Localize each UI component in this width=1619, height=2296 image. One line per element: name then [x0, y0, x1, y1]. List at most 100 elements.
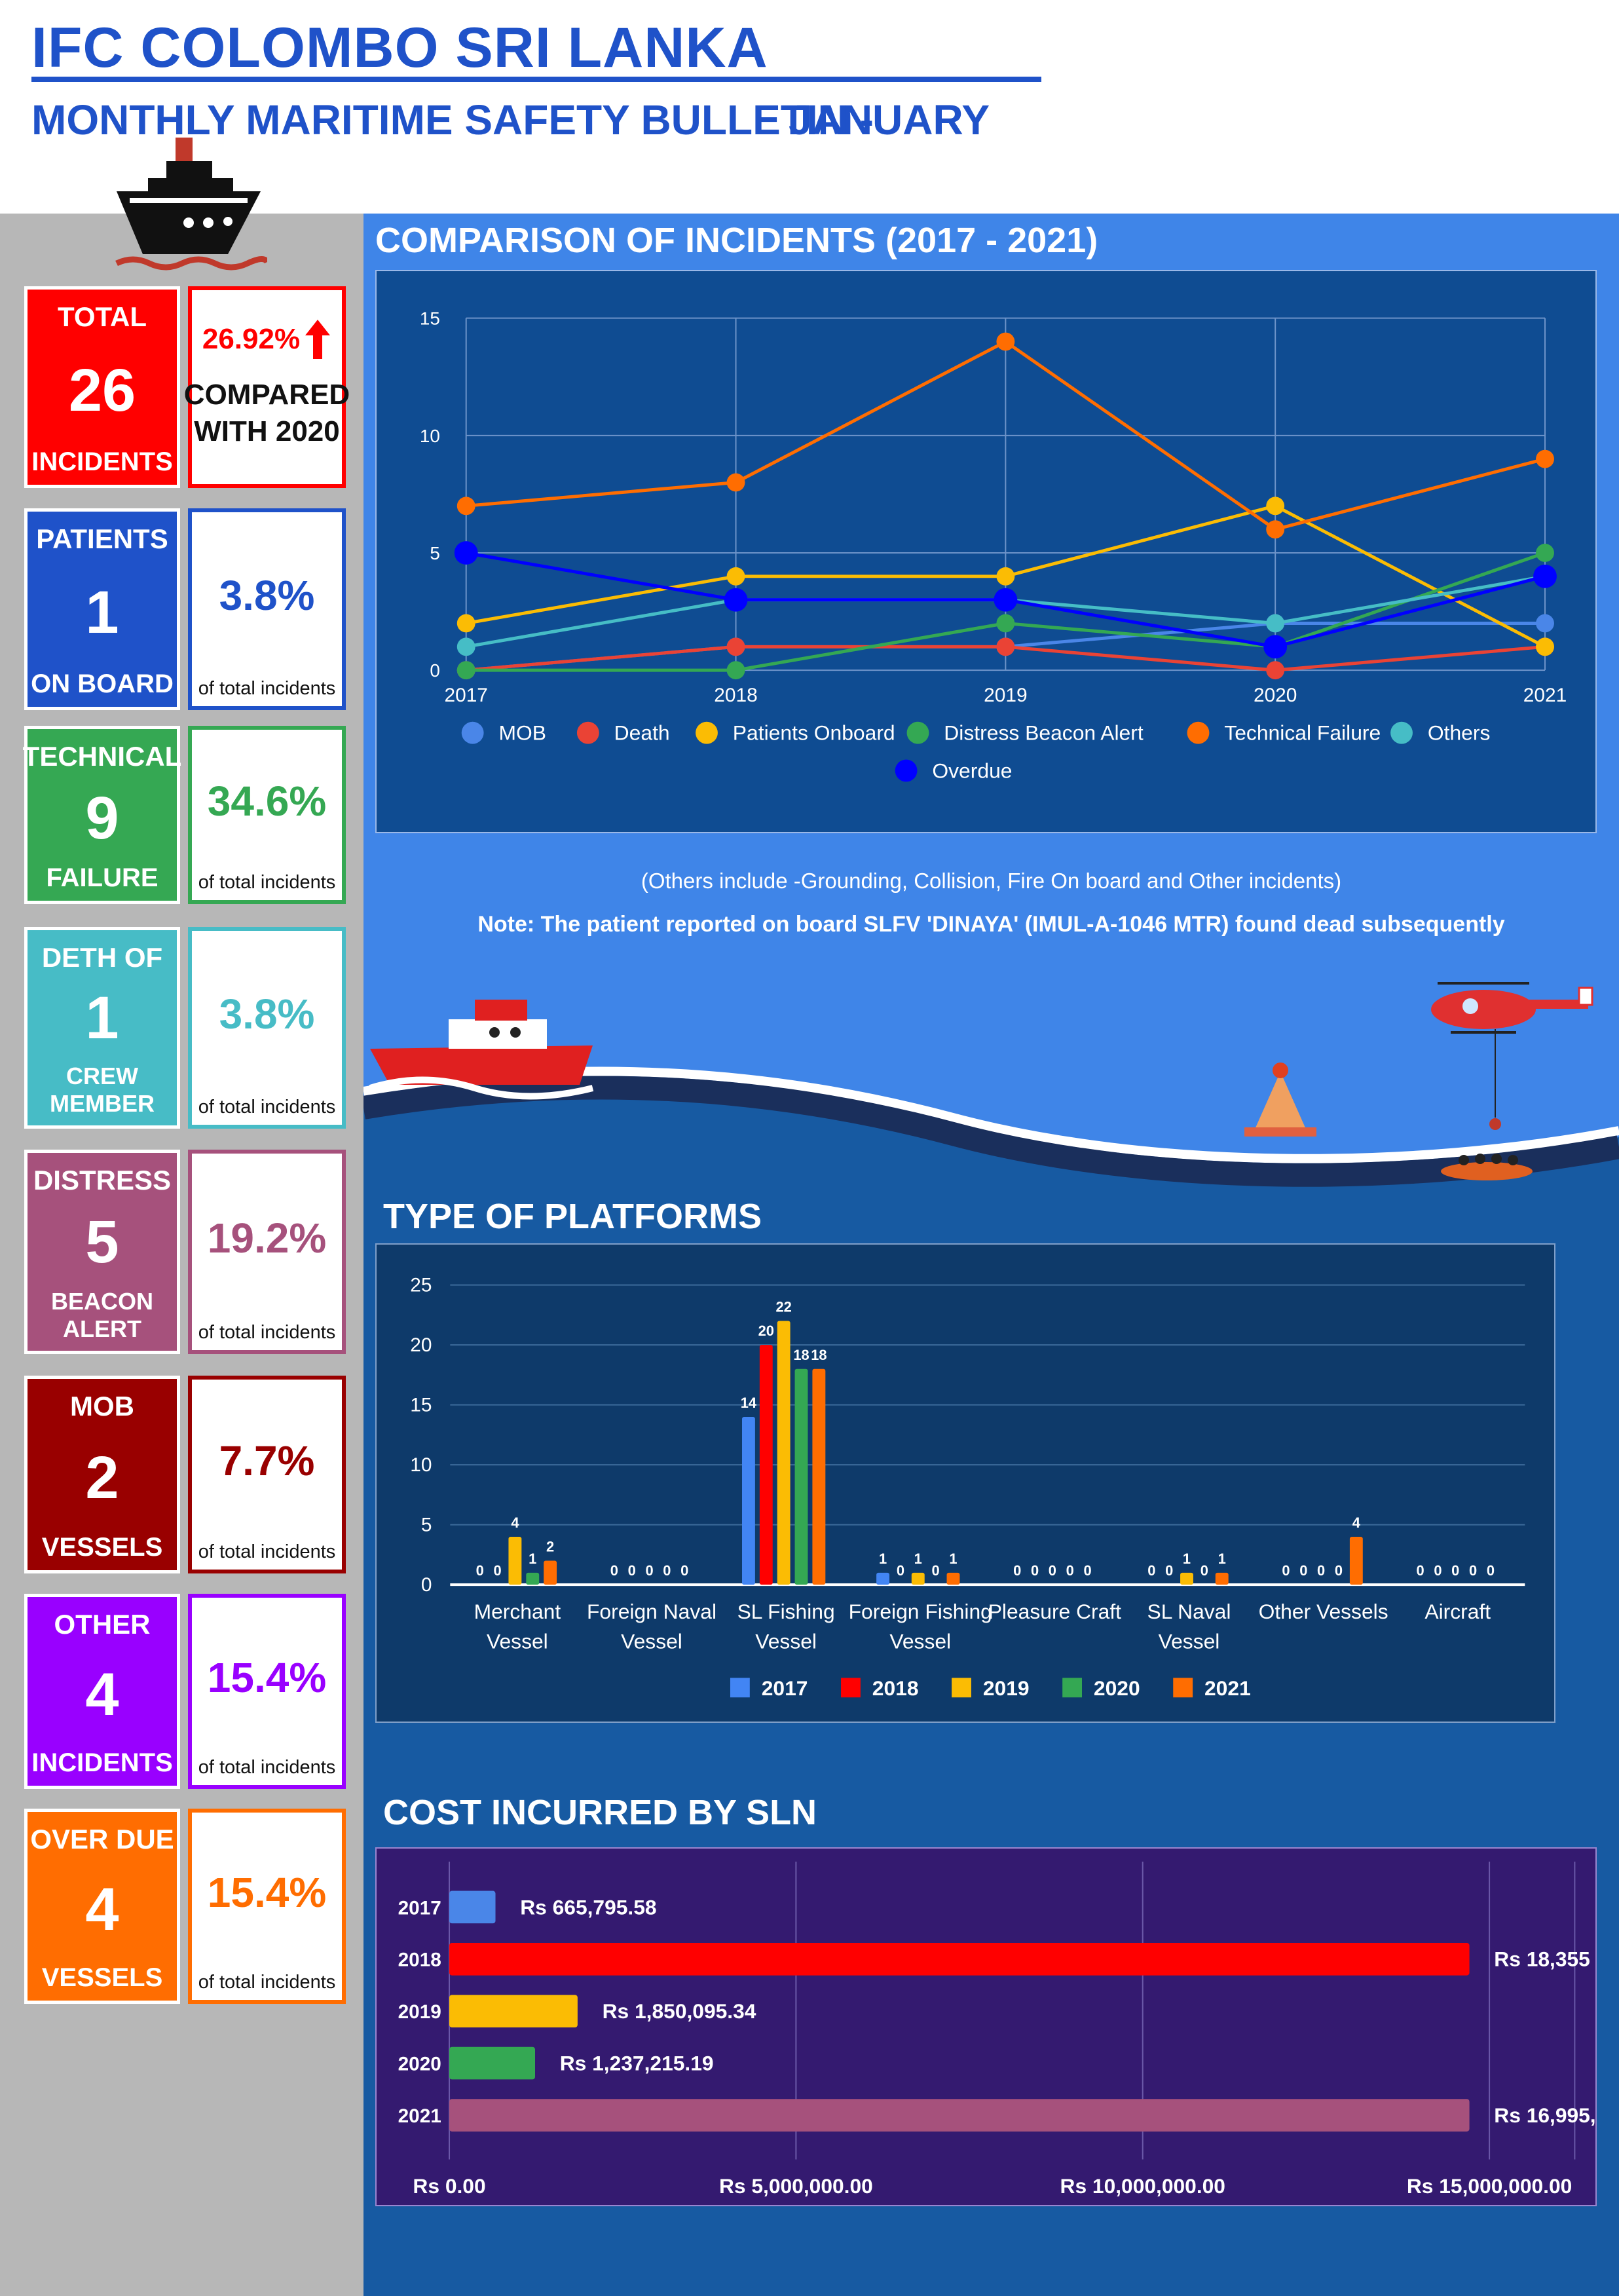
data-point: [994, 588, 1018, 612]
legend-marker: [696, 721, 718, 744]
rescue-boat-icon: [369, 1000, 594, 1100]
legend-label: 2019: [983, 1676, 1030, 1700]
bar: [1180, 1572, 1193, 1585]
y-tick-label: 10: [410, 1454, 432, 1476]
header: IFC COLOMBO SRI LANKA MONTHLY MARITIME S…: [0, 0, 1619, 214]
stat-card-top: OTHER: [54, 1609, 151, 1640]
stat-card-percent-box: 15.4% of total incidents: [188, 1809, 346, 2004]
data-point: [1533, 564, 1557, 588]
stat-card-caption: of total incidents: [198, 1541, 336, 1562]
stat-card-percent: 19.2%: [207, 1214, 327, 1262]
legend-marker: [730, 1678, 750, 1698]
bar-value-label: 0: [645, 1562, 653, 1579]
data-point: [456, 637, 475, 656]
stat-card-top: TECHNICAL: [22, 741, 182, 772]
stat-card-bottom: CREW MEMBER: [50, 1063, 155, 1117]
bar-value-label: 0: [1282, 1562, 1290, 1579]
bar-value-label: Rs 1,850,095.34: [603, 1999, 756, 2023]
compared-line-2: WITH 2020: [194, 415, 340, 447]
y-tick-label: 5: [421, 1515, 432, 1536]
bar-value-label: 0: [1084, 1562, 1092, 1579]
total-value: 26: [68, 356, 136, 424]
y-tick-label: 0: [430, 660, 440, 681]
bar: [508, 1536, 522, 1585]
title-underline: [31, 77, 1041, 82]
bar-value-label: 0: [897, 1562, 904, 1579]
data-point: [996, 614, 1015, 633]
bar-value-label: 0: [1317, 1562, 1325, 1579]
bar-value-label: 2: [546, 1539, 554, 1555]
bar: [449, 1942, 1470, 1976]
stat-card-value: 9: [85, 784, 119, 852]
y-tick-label: 20: [410, 1334, 432, 1356]
change-percent: 26.92%: [202, 323, 301, 355]
category-label: Vessel: [1159, 1630, 1220, 1653]
bar-value-label: 0: [1066, 1562, 1074, 1579]
bar: [449, 2046, 536, 2080]
category-label: Foreign Fishing: [849, 1600, 992, 1623]
stat-card-2: TECHNICAL 9 FAILURE: [22, 726, 182, 904]
category-label: Foreign Naval: [587, 1600, 716, 1623]
category-label: Aircraft: [1424, 1600, 1491, 1623]
compared-line-1: COMPARED: [183, 379, 350, 411]
stat-card-caption: of total incidents: [198, 872, 336, 893]
data-point: [726, 637, 745, 656]
bar-value-label: 0: [1416, 1562, 1424, 1579]
stat-card-percent-box: 3.8% of total incidents: [188, 508, 346, 710]
legend-marker: [906, 721, 929, 744]
data-point: [726, 567, 745, 586]
category-label: Merchant: [474, 1600, 561, 1623]
bar-value-label: Rs 16,995,917.23: [1494, 2103, 1597, 2127]
legend-marker: [1390, 721, 1413, 744]
others-note: (Others include -Grounding, Collision, F…: [641, 869, 1342, 893]
data-point: [1536, 614, 1554, 633]
stat-card-top: DISTRESS: [33, 1165, 172, 1195]
stat-card-value: 1: [85, 578, 119, 646]
legend-label: 2018: [872, 1676, 919, 1700]
category-label: 2017: [398, 1897, 441, 1919]
bar-value-label: 0: [1147, 1562, 1155, 1579]
legend-marker: [1187, 721, 1210, 744]
stat-card-3: DETH OF 1 CREW MEMBER: [24, 927, 180, 1129]
stat-card-7: OVER DUE 4 VESSELS: [24, 1809, 180, 2004]
data-point: [726, 661, 745, 680]
stat-card-percent-box: 34.6% of total incidents: [188, 726, 346, 904]
bar: [794, 1368, 808, 1585]
bar-value-label: 0: [1451, 1562, 1459, 1579]
bar-value-label: 0: [476, 1562, 484, 1579]
cost-bar-chart: Rs 0.00 Rs 5,000,000.00 Rs 10,000,000.00 Rs…: [375, 1847, 1597, 2206]
sea-illustration: [363, 982, 1619, 1235]
data-point: [1266, 497, 1285, 516]
incidents-title: COMPARISON OF INCIDENTS (2017 - 2021): [375, 221, 1098, 260]
data-point: [996, 567, 1015, 586]
category-label: Vessel: [487, 1630, 548, 1653]
category-label: 2020: [398, 2054, 441, 2075]
stat-card-percent: 15.4%: [207, 1868, 327, 1916]
bar: [449, 2099, 1470, 2132]
legend-label: Distress Beacon Alert: [944, 721, 1144, 745]
bar-value-label: 4: [1352, 1515, 1361, 1531]
stat-card-bottom: BEACON ALERT: [50, 1288, 153, 1342]
bar-value-label: 22: [775, 1299, 791, 1315]
data-point: [456, 614, 475, 633]
bar-value-label: 0: [663, 1562, 671, 1579]
category-label: 2018: [398, 1949, 441, 1971]
stat-card-5: MOB 2 VESSELS: [24, 1376, 180, 1573]
category-label: SL Naval: [1147, 1600, 1231, 1623]
bar-value-label: Rs 18,355: [1494, 1948, 1590, 1971]
bar-value-label: 1: [529, 1551, 536, 1567]
category-label: Pleasure Craft: [988, 1600, 1121, 1623]
bar-value-label: Rs 1,237,215.19: [560, 2052, 714, 2075]
stat-card-percent: 7.7%: [219, 1437, 315, 1484]
incidents-section: COMPARISON OF INCIDENTS (2017 - 2021) 0 5…: [363, 214, 1619, 1183]
bar-value-label: 1: [949, 1551, 957, 1567]
page-subtitle: MONTHLY MARITIME SAFETY BULLETIN -: [31, 96, 874, 143]
buoy-icon: [1244, 1063, 1316, 1137]
stat-card-4: DISTRESS 5 BEACON ALERT: [24, 1150, 180, 1354]
legend-label: Technical Failure: [1224, 721, 1381, 745]
bar-value-label: 1: [914, 1551, 922, 1567]
bar-value-label: 18: [793, 1347, 809, 1363]
legend-marker: [952, 1678, 971, 1698]
bar-value-label: 1: [1183, 1551, 1191, 1567]
stat-card-caption: of total incidents: [198, 1097, 336, 1118]
